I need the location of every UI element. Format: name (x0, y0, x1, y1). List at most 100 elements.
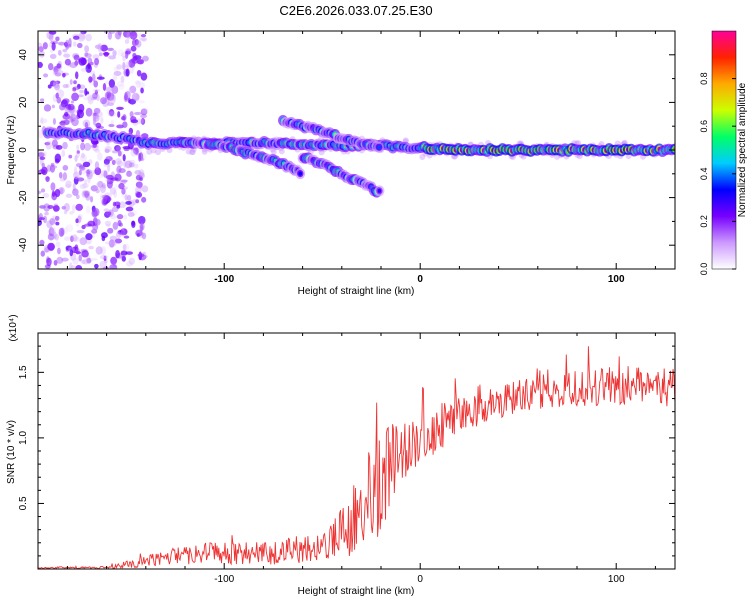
noise-blob (140, 33, 147, 38)
noise-blob (59, 177, 66, 182)
noise-blob (51, 190, 56, 197)
snr-xtick-label: 100 (608, 574, 625, 585)
noise-blob (113, 241, 117, 247)
noise-blob (67, 103, 75, 111)
noise-blob (41, 162, 45, 169)
noise-blob (120, 250, 128, 256)
noise-blob (64, 111, 69, 117)
noise-blob (84, 121, 89, 129)
noise-blob (73, 166, 78, 176)
noise-blob (57, 41, 65, 46)
noise-blob (97, 43, 103, 52)
noise-blob (55, 144, 63, 150)
noise-blob (56, 256, 64, 264)
noise-blob (94, 44, 102, 49)
noise-blob (140, 87, 144, 94)
noise-blob (139, 100, 145, 104)
noise-blob (92, 88, 101, 93)
noise-blob (55, 221, 60, 226)
noise-blob (102, 83, 107, 91)
noise-blob (38, 169, 46, 174)
noise-blob (82, 183, 89, 189)
noise-blob (56, 70, 64, 74)
noise-blob (85, 107, 93, 117)
noise-blob (92, 117, 97, 126)
noise-blob (55, 241, 61, 248)
noise-blob (93, 112, 98, 117)
snr-ytick-label: 1.0 (18, 431, 29, 445)
noise-blob (44, 211, 49, 216)
noise-blob (104, 178, 111, 183)
noise-blob (58, 227, 65, 237)
noise-blob (85, 91, 90, 95)
noise-blob (137, 181, 143, 189)
noise-blob (90, 185, 99, 192)
noise-blob (137, 253, 145, 258)
noise-blob (114, 184, 119, 191)
noise-blob (68, 262, 73, 269)
noise-blob (63, 52, 69, 56)
noise-blob (108, 111, 116, 117)
noise-blob (105, 241, 112, 245)
noise-blob (110, 119, 114, 126)
noise-blob (38, 61, 43, 69)
noise-blob (88, 76, 93, 83)
noise-blob (104, 148, 110, 154)
noise-blob (94, 167, 102, 176)
noise-blob (116, 64, 123, 70)
noise-blob (52, 70, 60, 76)
noise-blob (97, 180, 104, 188)
noise-blob (136, 69, 142, 77)
noise-blob (140, 72, 148, 81)
noise-blob (76, 144, 80, 150)
noise-blob (129, 85, 137, 94)
noise-blob (107, 102, 114, 107)
noise-blob (106, 155, 110, 160)
noise-blob (54, 188, 61, 198)
noise-blob (80, 142, 85, 151)
noise-blob (121, 255, 126, 262)
noise-blob (130, 45, 137, 52)
noise-blob (140, 118, 146, 125)
noise-blob (68, 154, 73, 159)
noise-blob (70, 235, 74, 243)
noise-blob (122, 244, 127, 251)
noise-blob (129, 68, 134, 74)
noise-blob (89, 257, 98, 261)
noise-blob (84, 53, 92, 59)
noise-blob (121, 187, 126, 195)
upper-branch-trace (278, 114, 385, 153)
noise-blob (87, 220, 96, 227)
heatmap-xtick-label: -100 (214, 274, 234, 285)
noise-blob (40, 98, 45, 102)
noise-blob (73, 41, 77, 47)
noise-blob (100, 97, 107, 105)
noise-blob (107, 211, 112, 216)
noise-blob (99, 254, 108, 260)
noise-blob (135, 93, 140, 103)
noise-blob (76, 150, 80, 154)
noise-blob (59, 122, 67, 126)
noise-blob (51, 41, 56, 51)
noise-blob (137, 215, 146, 225)
colorbar (711, 30, 737, 270)
noise-blob (80, 31, 87, 35)
noise-blob (52, 117, 57, 125)
noise-blob (138, 153, 142, 162)
heatmap-ytick-label: 40 (18, 49, 29, 61)
noise-blob (78, 59, 82, 63)
noise-blob (46, 257, 52, 267)
noise-blob (79, 237, 87, 246)
noise-blob (121, 52, 127, 58)
noise-blob (94, 263, 99, 269)
noise-blob (103, 170, 108, 179)
noise-blob (111, 85, 119, 94)
noise-blob (122, 61, 126, 71)
noise-blob (85, 173, 93, 177)
noise-blob (75, 203, 83, 211)
noise-blob (98, 187, 105, 191)
noise-blob (40, 116, 44, 125)
noise-blob (38, 50, 46, 58)
